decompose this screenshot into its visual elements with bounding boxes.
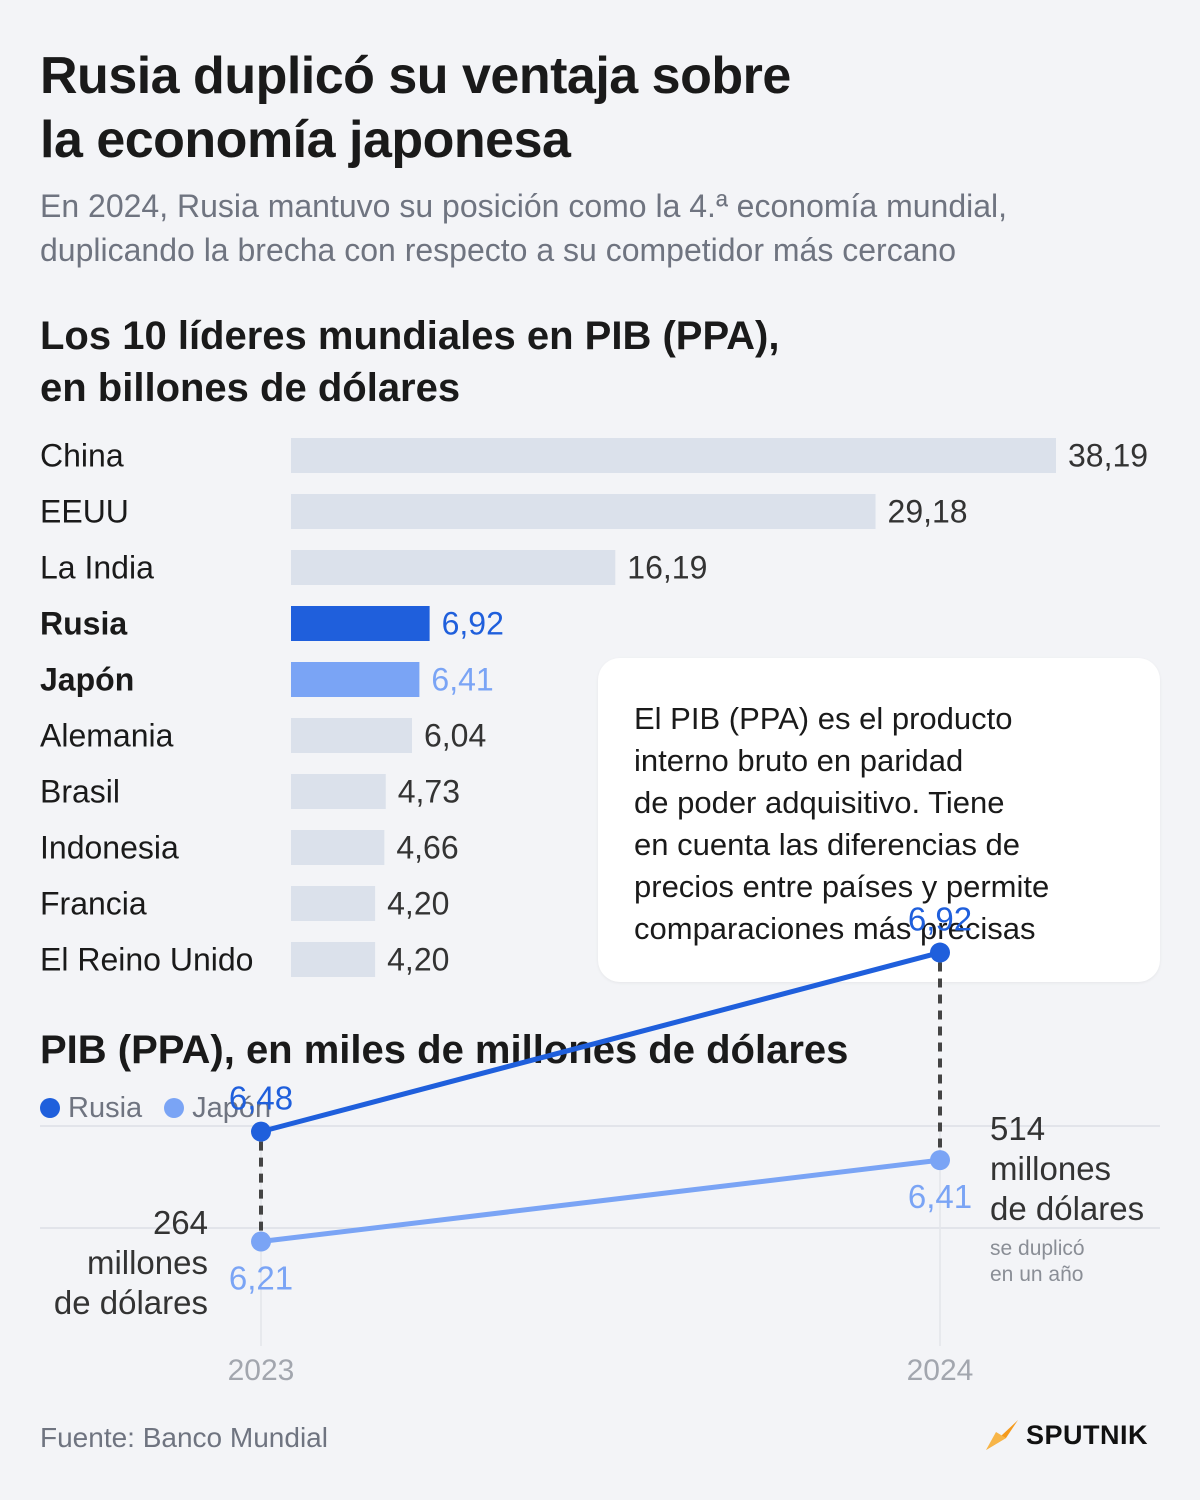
bar-chart-title-line-2: en billones de dólares (40, 366, 461, 410)
note-line: interno bruto en paridad (634, 743, 964, 778)
sputnik-logo-icon (986, 1420, 1018, 1450)
gap-annotation-note: en un año (990, 1263, 1083, 1286)
bar (291, 494, 876, 529)
legend-dot-russia (40, 1098, 60, 1118)
bar-category-label: China (40, 438, 124, 474)
bar (291, 830, 385, 865)
bar-value-label: 4,66 (396, 830, 458, 866)
bar (291, 438, 1056, 473)
bar-category-label: La India (40, 550, 154, 586)
title-line-1: Rusia duplicó su ventaja sobre (40, 47, 791, 105)
data-point (251, 1231, 271, 1252)
bar-value-label: 4,20 (387, 886, 449, 922)
legend-dot-japan (164, 1098, 185, 1118)
x-tick-label: 2023 (228, 1354, 295, 1387)
note-line: comparaciones más precisas (634, 911, 1036, 946)
bar-value-label: 6,04 (424, 718, 486, 754)
gap-annotation-2023: de dólares (54, 1284, 208, 1321)
series-line-russia (258, 950, 943, 1135)
bar-category-label: Alemania (40, 718, 174, 754)
bar-category-label: El Reino Unido (40, 942, 253, 978)
line-chart-title: PIB (PPA), en miles de millones de dólar… (40, 1028, 849, 1072)
note-line: en cuenta las diferencias de (634, 827, 1021, 862)
bar (291, 550, 616, 585)
bar-value-label: 6,41 (431, 662, 493, 698)
title-line-2: la economía japonesa (40, 111, 571, 169)
bar (291, 606, 430, 641)
bar (291, 886, 376, 921)
bar-category-label: Rusia (40, 606, 127, 642)
data-point (930, 942, 950, 963)
data-point (930, 1150, 950, 1171)
gap-annotation-note: se duplicó (990, 1237, 1085, 1260)
bar-value-label: 6,92 (442, 606, 504, 642)
line-chart-legend: Rusia Japón (40, 1088, 293, 1128)
gap-annotation-2024: 514 (990, 1110, 1045, 1147)
data-value-label: 6,48 (229, 1080, 293, 1117)
definition-note: El PIB (PPA) es el producto interno brut… (598, 658, 1160, 982)
bar-category-label: Francia (40, 886, 147, 922)
bar-chart-title-line-1: Los 10 líderes mundiales en PIB (PPA), (40, 314, 780, 358)
bar-chart-title: Los 10 líderes mundiales en PIB (PPA), e… (40, 310, 1140, 414)
source-note: Fuente: Banco Mundial (40, 1422, 328, 1453)
gap-annotation-2024: millones (990, 1150, 1111, 1187)
legend-item-japan: Japón (164, 1092, 271, 1125)
sputnik-logo-text: SPUTNIK (1026, 1419, 1149, 1450)
gap-annotation-2024: de dólares (990, 1190, 1144, 1227)
bar-category-label: Indonesia (40, 830, 179, 866)
subtitle-line-2: duplicando la brecha con respecto a su c… (40, 232, 957, 268)
data-value-label: 6,41 (908, 1178, 972, 1215)
bar-category-label: Japón (40, 662, 134, 698)
note-line: precios entre países y permite (634, 869, 1050, 904)
bar-category-label: Brasil (40, 774, 120, 810)
bar (291, 942, 376, 977)
bar (291, 718, 412, 753)
gap-annotation-2023: 264 (153, 1204, 208, 1241)
series-line-japan (258, 1157, 943, 1245)
legend-label-russia: Rusia (68, 1091, 143, 1124)
x-tick-label: 2024 (907, 1354, 974, 1387)
legend-item-russia: Rusia (40, 1092, 142, 1125)
bar-value-label: 4,73 (398, 774, 460, 810)
legend-label-japan: Japón (192, 1091, 272, 1124)
note-line: El PIB (PPA) es el producto (634, 701, 1013, 736)
page-title: Rusia duplicó su ventaja sobre la econom… (40, 44, 1040, 172)
bar-value-label: 4,20 (387, 942, 449, 978)
note-line: de poder adquisitivo. Tiene (634, 785, 1005, 820)
bar-value-label: 16,19 (627, 550, 707, 586)
data-value-label: 6,21 (229, 1260, 293, 1297)
subtitle-line-1: En 2024, Rusia mantuvo su posición como … (40, 188, 1008, 224)
sputnik-logo: SPUTNIK (984, 1418, 1148, 1452)
data-point (251, 1121, 271, 1142)
bar (291, 774, 386, 809)
bar-chart: China 38,19 EEUU 29,18 La India 16,19 Rusia 6,9… (40, 438, 1148, 978)
bar-category-label: EEUU (40, 494, 129, 530)
bar-value-label: 38,19 (1068, 438, 1148, 474)
page-subtitle: En 2024, Rusia mantuvo su posición como … (40, 184, 1160, 272)
gap-annotation-2023: millones (87, 1244, 208, 1281)
definition-note-text: El PIB (PPA) es el producto interno brut… (634, 698, 1144, 950)
bar (291, 662, 420, 697)
bar-value-label: 29,18 (888, 494, 968, 530)
data-value-label: 6,92 (908, 901, 972, 938)
